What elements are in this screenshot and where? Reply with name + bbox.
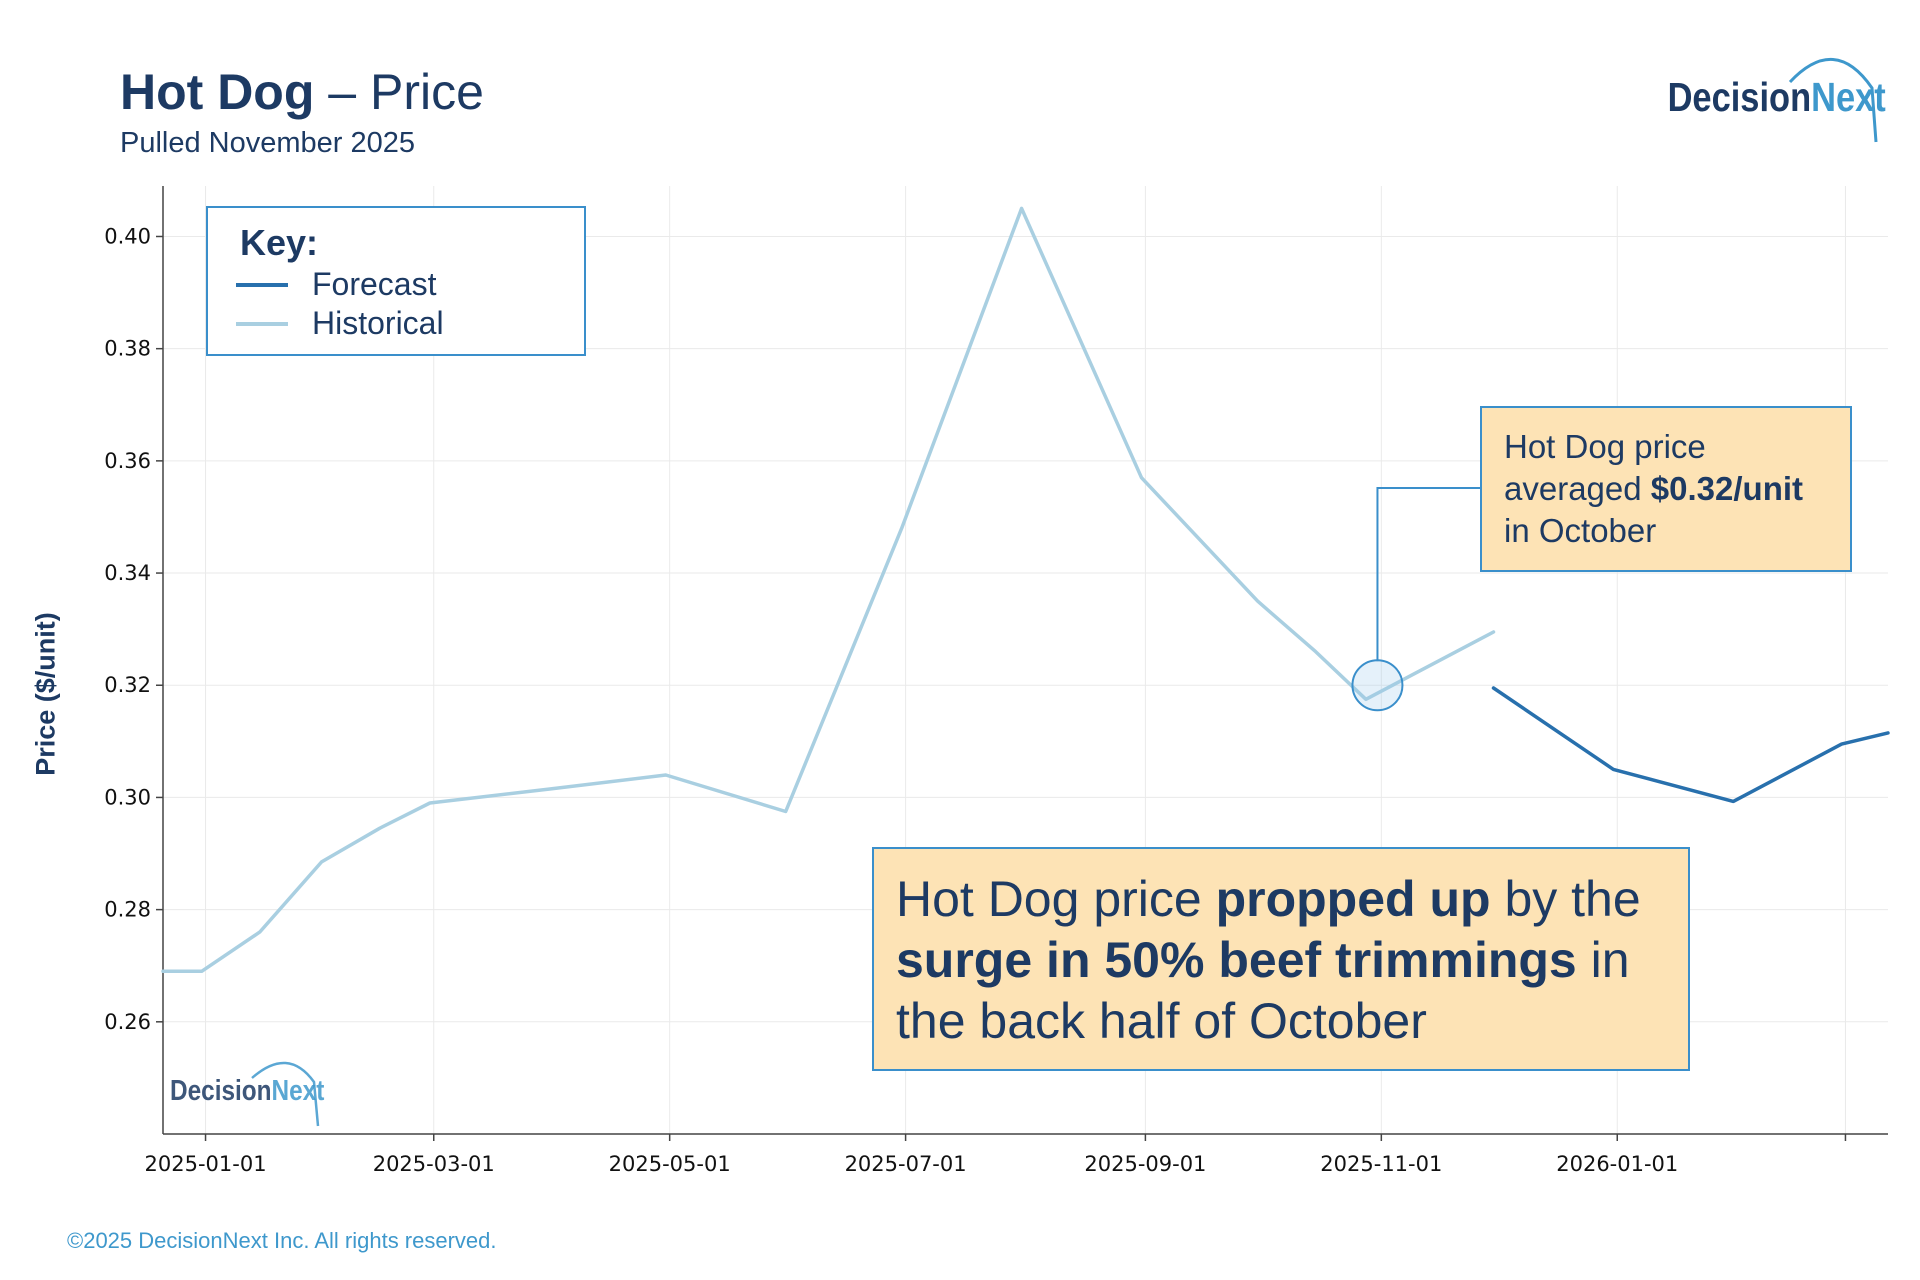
y-tick-label: 0.34 [104, 561, 151, 585]
y-tick-label: 0.40 [104, 224, 151, 248]
main-callout-line-3: the back half of October [896, 993, 1427, 1049]
tick-labels: 0.26 0.28 0.30 0.32 0.34 0.36 0.38 0.40 2025-01-… [104, 224, 1847, 1176]
main-callout-text-3: in [1576, 932, 1630, 988]
chart-title: Hot Dog – Price [120, 62, 484, 122]
x-tick-label: 2025-09-01 [1084, 1152, 1206, 1176]
y-tick-label: 0.30 [104, 785, 151, 809]
y-axis-label: Price ($/unit) [30, 612, 61, 776]
x-tick-label: 2026-01-01 [1556, 1152, 1678, 1176]
series-line-historical [161, 206, 1496, 974]
legend-swatch-historical [236, 321, 288, 326]
callout-line-1: Hot Dog price [1504, 428, 1706, 465]
y-tick-label: 0.32 [104, 673, 151, 697]
legend-title: Key: [240, 222, 319, 263]
x-tick-label: 2025-07-01 [845, 1152, 967, 1176]
main-callout-text-1: Hot Dog price [896, 871, 1216, 927]
watermark-word-decision: Decision [170, 1075, 272, 1107]
legend-label-forecast: Forecast [312, 266, 437, 302]
main-callout-line-1: Hot Dog price propped up by the [896, 869, 1666, 930]
beef-trimmings-callout: Hot Dog price propped up by the surge in… [872, 847, 1690, 1071]
main-callout-bold-2: surge in 50% beef trimmings [896, 932, 1577, 988]
logo-word-decision: Decision [1667, 74, 1812, 120]
axes [162, 186, 1888, 1135]
logo-arc-icon [1788, 57, 1878, 143]
callout-line-2: averaged $0.32/unit [1504, 468, 1828, 510]
legend-item-forecast: Forecast [236, 266, 436, 303]
october-average-callout: Hot Dog price averaged $0.32/unit in Oct… [1480, 406, 1852, 572]
copyright-footer: ©2025 DecisionNext Inc. All rights reser… [67, 1228, 497, 1253]
legend-swatch-forecast [236, 282, 288, 287]
legend-label-historical: Historical [312, 305, 444, 341]
main-callout-text-2: by the [1490, 871, 1641, 927]
y-tick-label: 0.36 [104, 449, 151, 473]
main-callout-line-2: surge in 50% beef trimmings in [896, 930, 1666, 991]
watermark-arc-icon [251, 1061, 320, 1127]
y-tick-label: 0.26 [104, 1010, 151, 1034]
callout-average-value: $0.32/unit [1650, 470, 1804, 507]
callout-line-3: in October [1504, 512, 1657, 549]
x-tick-label: 2025-05-01 [609, 1152, 731, 1176]
series [161, 206, 1890, 974]
series-line-forecast [1491, 686, 1890, 804]
x-tick-label: 2025-01-01 [145, 1152, 267, 1176]
y-tick-label: 0.38 [104, 337, 151, 361]
october-highlight-circle [1351, 659, 1404, 712]
chart-title-bold: Hot Dog [120, 64, 315, 120]
x-tick-label: 2025-11-01 [1320, 1152, 1442, 1176]
decisionnext-watermark-logo: DecisionNext [170, 1075, 324, 1108]
annotation-marks [1351, 487, 1480, 712]
callout-leader-line [1376, 487, 1480, 662]
legend-item-historical: Historical [236, 305, 444, 342]
chart-title-rest: – Price [314, 64, 484, 120]
x-tick-label: 2025-03-01 [373, 1152, 495, 1176]
callout-line-2-text: averaged [1504, 470, 1651, 507]
chart-header: Hot Dog – Price Pulled November 2025 [120, 62, 484, 160]
chart-subtitle: Pulled November 2025 [120, 127, 416, 159]
y-tick-label: 0.28 [104, 898, 151, 922]
main-callout-bold-1: propped up [1215, 871, 1491, 927]
legend-box: Key: Forecast Historical [206, 206, 586, 356]
